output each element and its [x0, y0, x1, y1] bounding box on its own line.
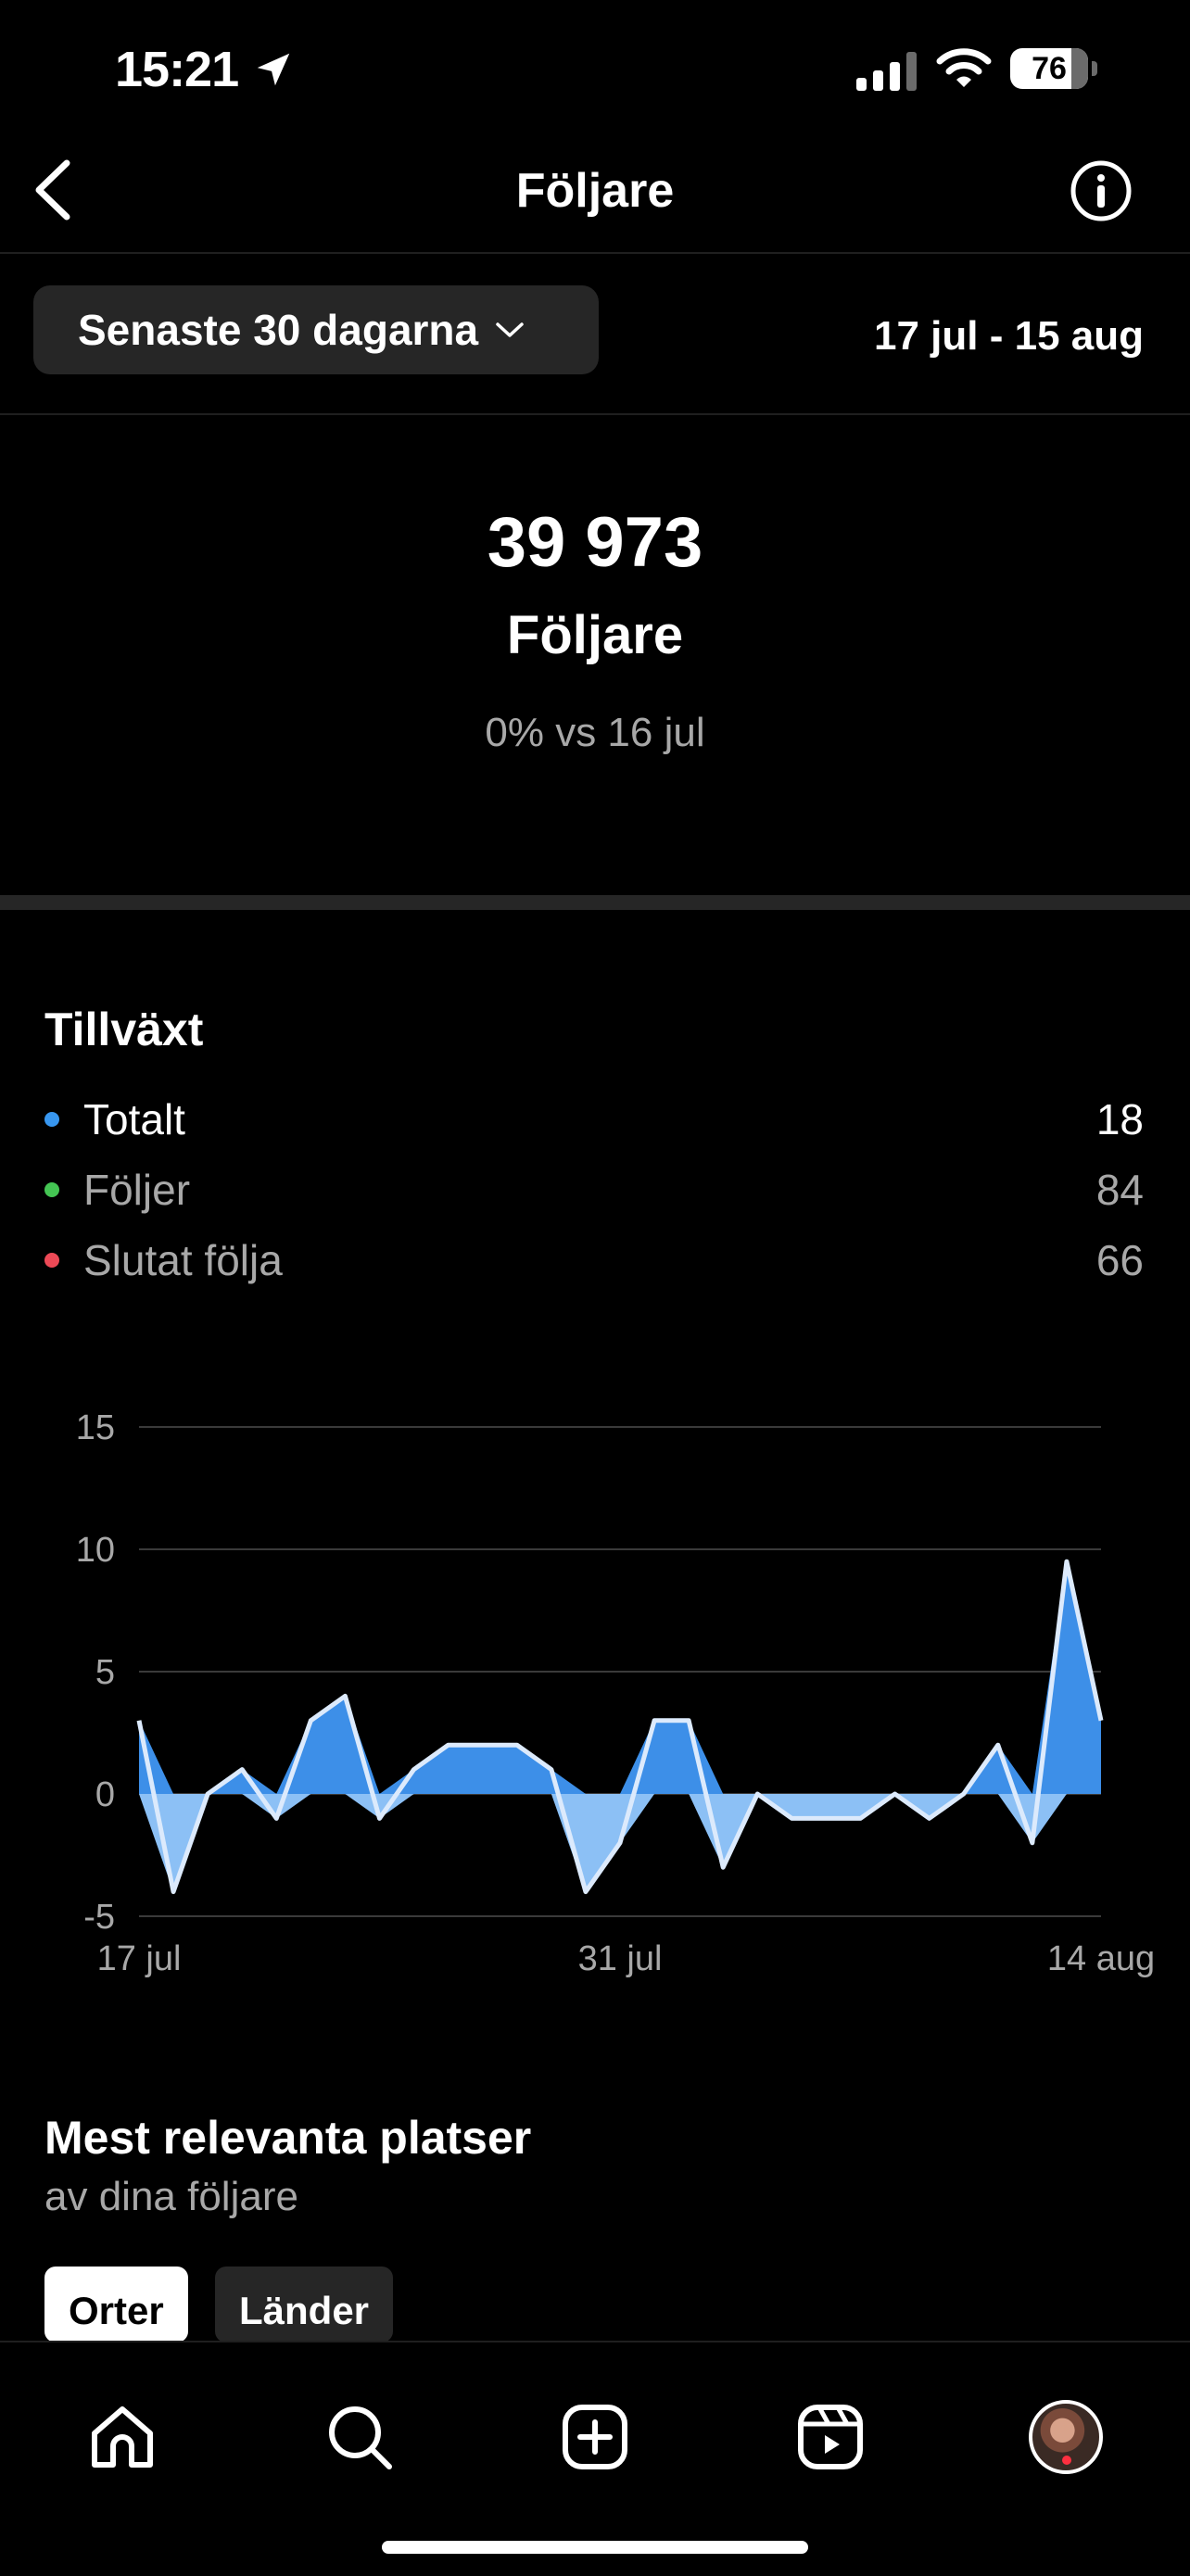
comparison-text: 0% vs 16 jul	[485, 710, 705, 755]
legend-dot	[44, 1112, 59, 1127]
y-tick-label: 5	[95, 1653, 115, 1692]
growth-row-unfollows: Slutat följa 66	[44, 1232, 1144, 1288]
places-subtitle: av dina följare	[44, 2174, 298, 2219]
tab-countries[interactable]: Länder	[215, 2267, 394, 2342]
date-range-label: Senaste 30 dagarna	[78, 306, 479, 354]
growth-row-label: Följer	[83, 1166, 191, 1214]
battery-indicator: 76	[1010, 48, 1099, 91]
chevron-down-icon	[496, 322, 524, 337]
x-tick-label: 14 aug	[1047, 1939, 1155, 1978]
cellular-signal-icon	[856, 52, 917, 91]
y-tick-label: 0	[95, 1775, 115, 1814]
legend-dot	[44, 1253, 59, 1268]
divider	[0, 413, 1190, 415]
bottom-navigation	[0, 2341, 1190, 2576]
x-tick-label: 31 jul	[578, 1939, 663, 1978]
y-tick-label: 15	[76, 1408, 115, 1447]
y-tick-label: -5	[83, 1898, 115, 1937]
home-icon[interactable]	[85, 2400, 159, 2474]
back-chevron-icon[interactable]	[32, 158, 76, 222]
divider	[0, 252, 1190, 254]
growth-row-value: 18	[1095, 1095, 1144, 1143]
follower-count: 39 973	[487, 503, 703, 582]
page-title: Följare	[515, 164, 675, 218]
area-positive	[139, 1561, 1101, 1794]
battery-level: 76	[1032, 51, 1067, 86]
reels-icon[interactable]	[793, 2400, 867, 2474]
info-icon[interactable]	[1070, 159, 1133, 222]
create-icon[interactable]	[558, 2400, 632, 2474]
follower-label: Följare	[506, 605, 684, 665]
growth-row-label: Totalt	[83, 1095, 185, 1143]
status-time: 15:21	[115, 42, 239, 97]
home-indicator	[382, 2541, 808, 2554]
x-tick-label: 17 jul	[97, 1939, 182, 1978]
wifi-icon	[936, 48, 992, 87]
tab-cities[interactable]: Orter	[44, 2267, 188, 2342]
places-title: Mest relevanta platser	[44, 2112, 532, 2164]
growth-chart: 15 10 5 0 -517 jul 31 jul 14 aug	[76, 1408, 1155, 1978]
notification-dot	[1062, 2456, 1071, 2465]
series-line	[136, 1559, 1104, 1895]
growth-title: Tillväxt	[44, 1004, 204, 1055]
location-arrow-icon	[257, 53, 290, 86]
growth-row-follows: Följer 84	[44, 1162, 1144, 1218]
legend-dot	[44, 1182, 59, 1197]
date-range-text: 17 jul - 15 aug	[874, 313, 1144, 359]
growth-row-label: Slutat följa	[83, 1236, 283, 1284]
date-range-dropdown[interactable]: Senaste 30 dagarna	[33, 285, 599, 374]
growth-row-value: 66	[1095, 1236, 1144, 1284]
section-divider	[0, 895, 1190, 910]
y-tick-label: 10	[76, 1531, 115, 1570]
search-icon[interactable]	[323, 2400, 397, 2474]
growth-row-value: 84	[1095, 1166, 1144, 1214]
growth-row-total: Totalt 18	[44, 1092, 1144, 1147]
